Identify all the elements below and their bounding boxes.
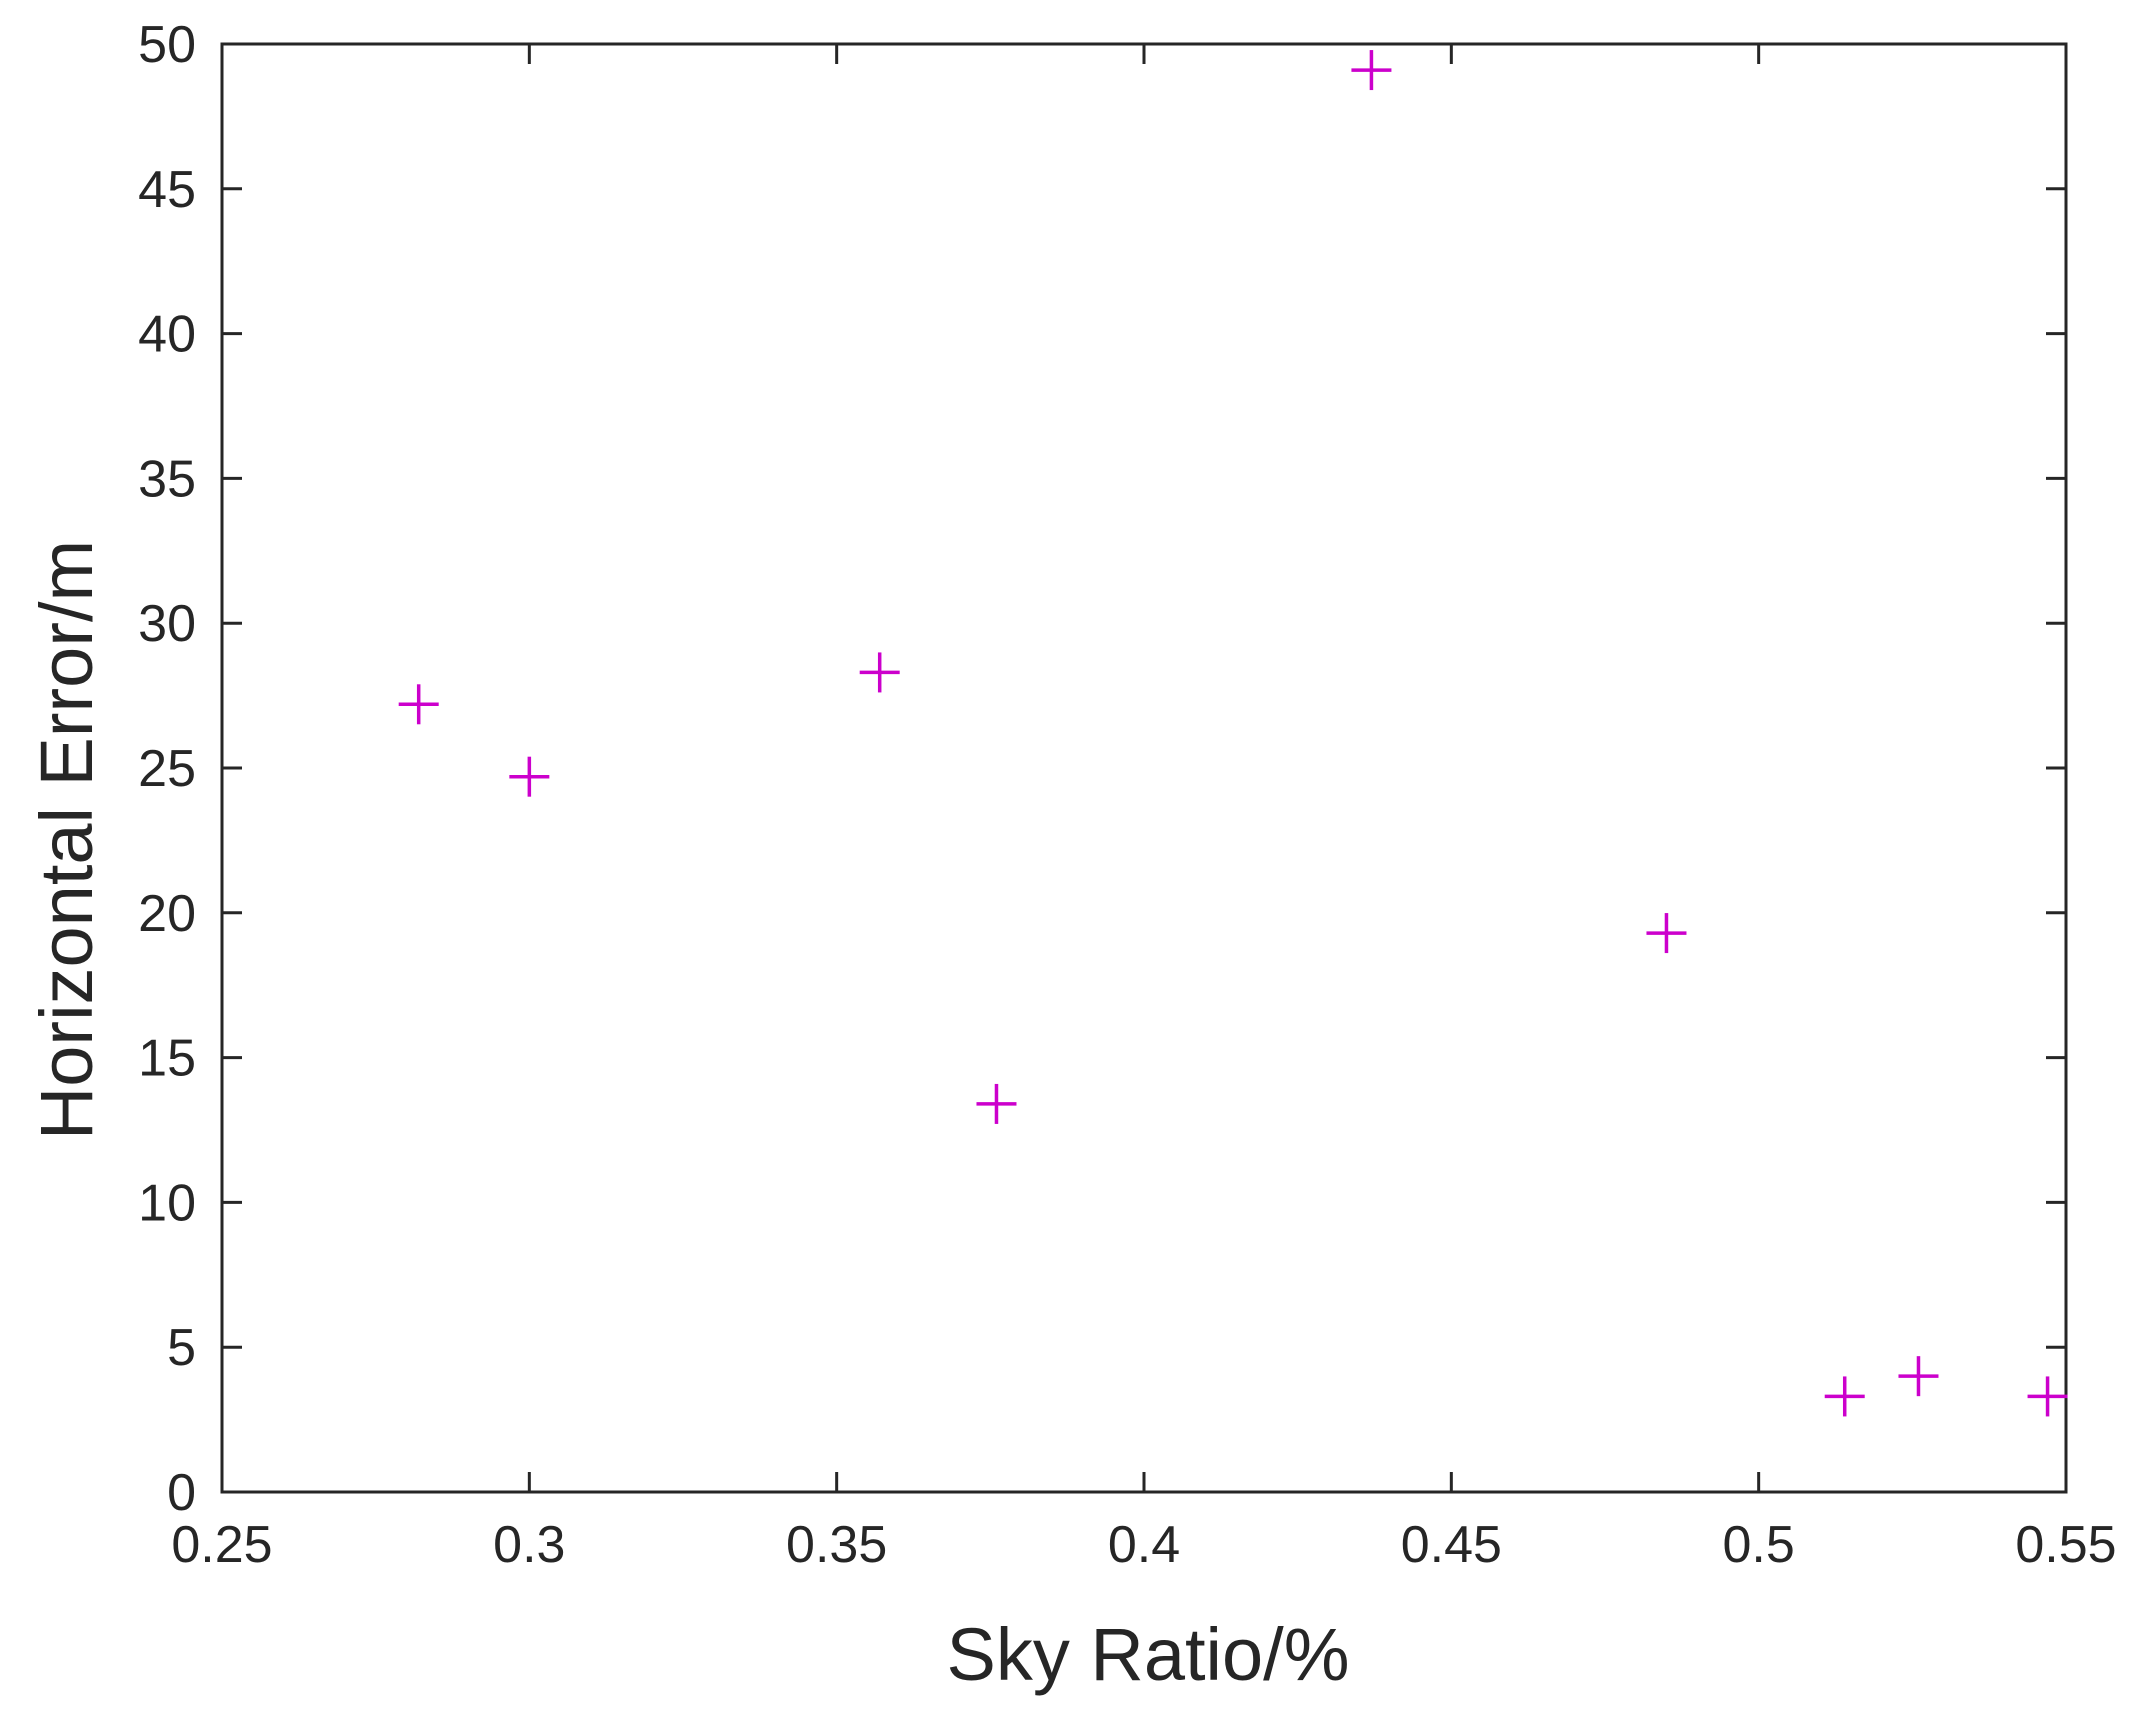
data-point-marker (1646, 913, 1687, 954)
y-tick-label: 50 (138, 16, 196, 74)
x-tick-label: 0.25 (171, 1516, 272, 1574)
data-point-marker (2027, 1376, 2068, 1417)
y-tick-label: 15 (138, 1030, 196, 1088)
x-tick-label: 0.5 (1723, 1516, 1795, 1574)
x-tick-label: 0.45 (1401, 1516, 1502, 1574)
axes-box (220, 42, 2068, 1494)
data-point-marker (1351, 50, 1392, 91)
data-markers (398, 50, 2068, 1417)
data-point-marker (398, 684, 439, 725)
x-tick-label: 0.3 (493, 1516, 565, 1574)
x-axis-label: Sky Ratio/% (946, 1613, 1349, 1696)
y-tick-label: 45 (138, 161, 196, 219)
data-point-marker (509, 756, 550, 797)
y-axis-ticks: 0 5 10 15 20 25 30 35 40 45 50 (138, 16, 2066, 1522)
data-point-marker (976, 1083, 1017, 1124)
data-point-marker (1824, 1376, 1865, 1417)
data-point-marker (859, 652, 900, 693)
data-point-marker (1898, 1356, 1939, 1397)
x-axis-ticks: 0.25 0.3 0.35 0.4 0.45 0.5 0.55 (171, 44, 2117, 1574)
x-tick-label: 0.35 (786, 1516, 887, 1574)
plot-area (220, 42, 2068, 1494)
y-tick-label: 30 (138, 595, 196, 653)
y-tick-label: 35 (138, 450, 196, 508)
y-tick-label: 40 (138, 306, 196, 364)
y-tick-label: 20 (138, 885, 196, 943)
x-tick-label: 0.4 (1108, 1516, 1180, 1574)
y-axis-label: Horizontal Error/m (25, 540, 108, 1140)
y-tick-label: 0 (167, 1464, 196, 1522)
y-tick-label: 10 (138, 1174, 196, 1232)
y-tick-label: 5 (167, 1319, 196, 1377)
x-tick-label: 0.55 (2015, 1516, 2116, 1574)
y-tick-label: 25 (138, 740, 196, 798)
